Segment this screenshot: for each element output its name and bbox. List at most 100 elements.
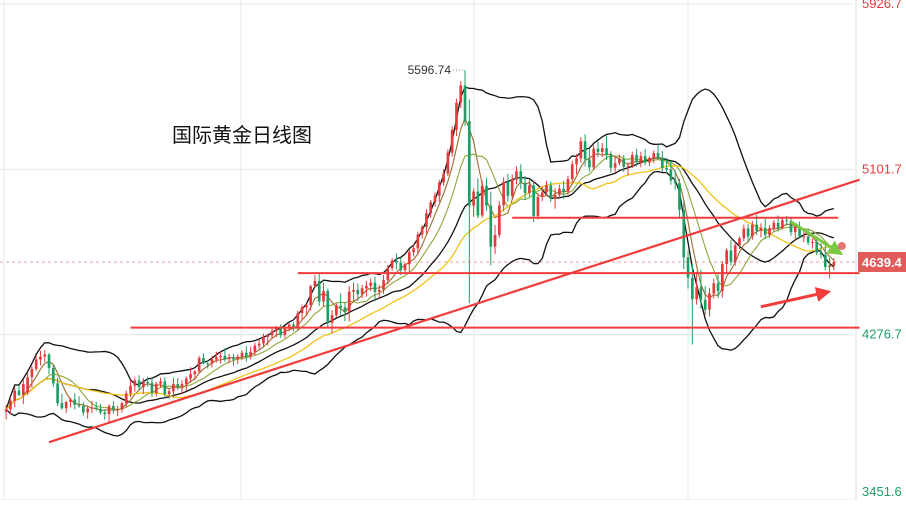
candle-body — [197, 358, 201, 372]
candle-body — [708, 293, 711, 310]
candle-body — [210, 359, 214, 364]
current-price-label: 4639.4 — [862, 255, 903, 270]
candle-body — [712, 283, 716, 294]
candle — [17, 385, 21, 396]
candle-body — [485, 185, 488, 206]
candle-body — [626, 165, 630, 167]
candle-body — [257, 343, 261, 346]
candle-body — [472, 191, 475, 206]
candle — [446, 149, 450, 176]
candle-body — [450, 129, 454, 153]
candle-body — [73, 399, 77, 405]
candle-body — [137, 380, 141, 388]
candle — [154, 381, 158, 397]
candle-body — [648, 158, 651, 163]
candle — [742, 224, 746, 242]
candle-body — [815, 241, 819, 253]
candle — [759, 223, 763, 238]
candle — [120, 401, 124, 413]
candle-body — [150, 382, 154, 394]
candle-body — [34, 359, 38, 369]
candle-body — [154, 383, 158, 394]
candle-body — [630, 154, 634, 166]
candle — [56, 377, 59, 406]
candle — [721, 261, 724, 298]
candle — [420, 224, 424, 239]
candle — [403, 262, 407, 273]
moving-averages — [5, 116, 835, 411]
candle-body — [429, 202, 433, 214]
candle-body — [416, 234, 420, 249]
candle-body — [47, 354, 51, 368]
candle — [167, 388, 171, 399]
candle-body — [189, 374, 192, 379]
candle — [124, 390, 128, 408]
candle — [811, 238, 814, 249]
candle — [558, 184, 561, 199]
candle-body — [682, 209, 686, 258]
candle — [733, 242, 737, 266]
candle-body — [579, 141, 583, 159]
candle — [133, 377, 137, 392]
candle-body — [776, 222, 780, 229]
candle — [305, 303, 308, 315]
candle-body — [665, 167, 668, 170]
candle-body — [69, 399, 72, 403]
candle-body — [279, 328, 282, 336]
candle-body — [390, 260, 394, 269]
candle — [39, 350, 42, 366]
candle — [60, 393, 64, 410]
candle-body — [347, 291, 351, 312]
candle-body — [618, 159, 621, 164]
candle — [746, 224, 750, 242]
candle — [639, 151, 643, 168]
candle — [386, 264, 390, 285]
candle-body — [240, 352, 244, 357]
candle — [172, 377, 175, 398]
candle — [592, 145, 596, 171]
candle-body — [180, 384, 184, 387]
candle-body — [232, 357, 235, 360]
candle — [703, 286, 707, 316]
candle — [253, 342, 257, 356]
candle — [463, 70, 467, 127]
candle — [356, 283, 360, 301]
candle-body — [699, 287, 703, 300]
candle — [69, 397, 72, 408]
candle-body — [270, 331, 274, 336]
candle-body — [828, 265, 831, 268]
candle-body — [652, 153, 656, 159]
candle-body — [566, 179, 570, 192]
candle — [678, 178, 681, 219]
candle — [682, 200, 686, 270]
candle — [163, 377, 167, 397]
candle-body — [142, 382, 145, 388]
candle — [450, 126, 454, 157]
candle-body — [660, 157, 664, 168]
candle — [515, 166, 518, 185]
candle — [493, 224, 497, 254]
candle-body — [622, 159, 626, 167]
candle-body — [305, 304, 308, 308]
candle — [832, 258, 836, 271]
candle — [437, 179, 441, 203]
candle — [686, 251, 690, 289]
candle — [395, 253, 398, 270]
candle-body — [678, 183, 681, 210]
candle-body — [515, 171, 518, 180]
candle — [309, 284, 312, 311]
candle-body — [459, 85, 463, 103]
candle — [596, 141, 600, 158]
candle-body — [605, 148, 608, 156]
candle-body — [159, 381, 162, 384]
candle-body — [476, 191, 480, 216]
candle — [781, 217, 784, 230]
candle-body — [686, 257, 690, 278]
candle — [656, 145, 660, 160]
candle — [575, 154, 578, 175]
candle-body — [558, 188, 561, 195]
candle — [489, 191, 493, 266]
candle-body — [600, 148, 604, 152]
candle-body — [489, 205, 493, 247]
candle-body — [184, 378, 188, 385]
